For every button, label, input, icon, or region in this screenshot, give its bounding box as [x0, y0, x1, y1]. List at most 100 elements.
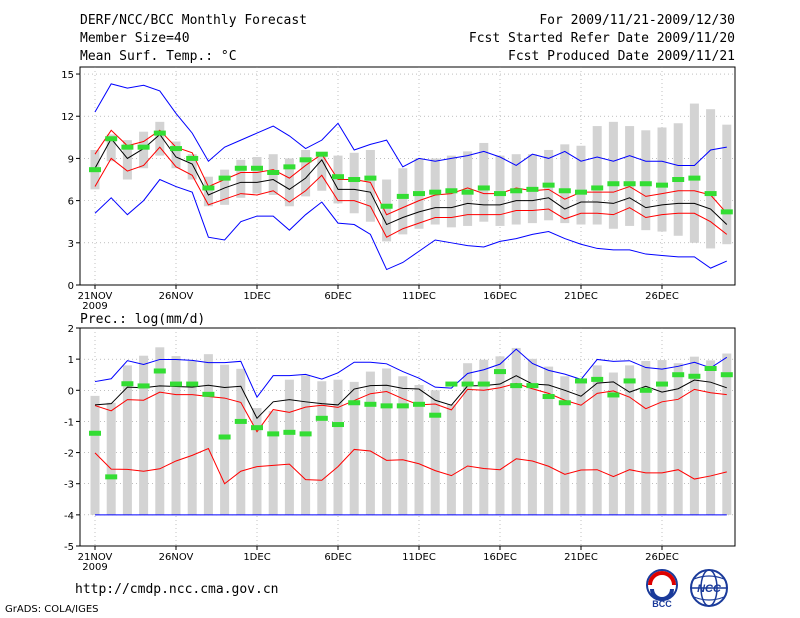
spread-box: [333, 379, 343, 515]
observed-marker: [575, 189, 587, 195]
observed-marker: [672, 177, 685, 183]
observed-marker: [89, 167, 101, 173]
spread-box: [463, 151, 473, 226]
observed-marker: [153, 130, 166, 136]
x-tick-year-label: 2009: [82, 301, 107, 312]
observed-marker: [267, 169, 280, 175]
series-mean-line: [94, 375, 727, 420]
observed-marker: [477, 185, 490, 191]
spread-box: [284, 158, 294, 207]
observed-marker: [121, 381, 134, 387]
observed-marker: [526, 186, 539, 192]
spread-box: [576, 381, 586, 515]
y-tick-label: 9: [68, 154, 74, 165]
observed-marker: [251, 165, 263, 171]
observed-marker: [218, 175, 231, 181]
spread-box: [689, 103, 699, 243]
observed-marker: [656, 182, 668, 188]
x-tick-label: 11DEC: [402, 291, 436, 302]
y-tick-label: 6: [68, 197, 74, 208]
series-max-line: [94, 348, 728, 399]
observed-marker: [413, 191, 425, 197]
x-tick-label: 6DEC: [324, 552, 351, 563]
observed-marker: [607, 181, 620, 187]
spread-box: [576, 145, 586, 225]
observed-marker: [429, 189, 442, 195]
observed-marker: [575, 378, 587, 384]
spread-box: [90, 395, 100, 515]
observed-marker: [526, 383, 539, 389]
observed-marker: [542, 394, 555, 400]
observed-marker: [315, 415, 328, 421]
spread-box: [203, 176, 213, 207]
spread-box: [139, 131, 149, 169]
observed-marker: [153, 368, 166, 374]
observed-marker: [461, 189, 474, 195]
spread-box: [495, 155, 505, 226]
x-tick-label: 1DEC: [243, 291, 270, 302]
spread-box: [268, 411, 278, 515]
spread-box: [495, 356, 505, 515]
x-tick-label: 1DEC: [243, 552, 270, 563]
spread-box: [236, 368, 246, 515]
observed-marker: [720, 209, 733, 215]
spread-box: [706, 109, 716, 249]
spread-box: [430, 390, 440, 515]
observed-marker: [639, 181, 652, 187]
x-tick-label: 21NOV: [78, 552, 113, 563]
observed-marker: [218, 434, 231, 440]
spread-box: [479, 359, 489, 515]
spread-box: [187, 361, 197, 515]
spread-box: [625, 365, 635, 515]
spread-box: [722, 124, 732, 245]
observed-marker: [315, 151, 328, 157]
observed-marker: [591, 185, 604, 191]
observed-marker: [445, 381, 458, 387]
observed-marker: [461, 381, 474, 387]
spread-box: [139, 355, 149, 515]
observed-marker: [688, 373, 701, 379]
spread-box: [317, 381, 327, 515]
y-tick-label: 0: [68, 281, 74, 292]
observed-marker: [396, 403, 409, 409]
chart-title: DERF/NCC/BCC Monthly Forecast: [80, 13, 307, 28]
spread-box: [592, 126, 602, 225]
observed-marker: [283, 164, 296, 170]
observed-marker: [202, 391, 215, 397]
spread-box: [106, 402, 116, 515]
member-size: Member Size=40: [80, 31, 190, 46]
observed-marker: [656, 381, 668, 387]
observed-marker: [477, 381, 490, 387]
source-url[interactable]: http://cmdp.ncc.cma.gov.cn: [75, 582, 279, 597]
x-tick-year-label: 2009: [82, 562, 107, 573]
observed-marker: [332, 174, 344, 180]
y-tick-label: -2: [64, 449, 74, 460]
spread-box: [301, 149, 311, 197]
spread-box: [689, 356, 699, 515]
spread-box: [122, 140, 132, 180]
bcc-logo: BCC: [646, 569, 678, 609]
spread-box: [463, 363, 473, 515]
spread-box: [203, 354, 213, 515]
bcc-logo-text: BCC: [652, 599, 672, 609]
ncc-logo-text: NCC: [697, 583, 722, 595]
x-tick-label: 26DEC: [645, 552, 679, 563]
observed-marker: [332, 422, 344, 428]
observed-marker: [234, 165, 247, 171]
observed-marker: [429, 412, 442, 418]
observed-marker: [299, 431, 312, 437]
spread-box: [382, 368, 392, 515]
y-tick-label: 3: [68, 239, 74, 250]
observed-marker: [348, 400, 361, 406]
observed-marker: [445, 188, 458, 194]
y-tick-label: 15: [61, 70, 74, 81]
y-tick-label: 2: [68, 324, 74, 335]
observed-marker: [186, 381, 199, 387]
spread-box: [252, 408, 262, 515]
observed-marker: [105, 136, 118, 142]
spread-box: [155, 347, 165, 515]
spread-box: [608, 121, 618, 229]
y-tick-label: -3: [64, 480, 74, 491]
